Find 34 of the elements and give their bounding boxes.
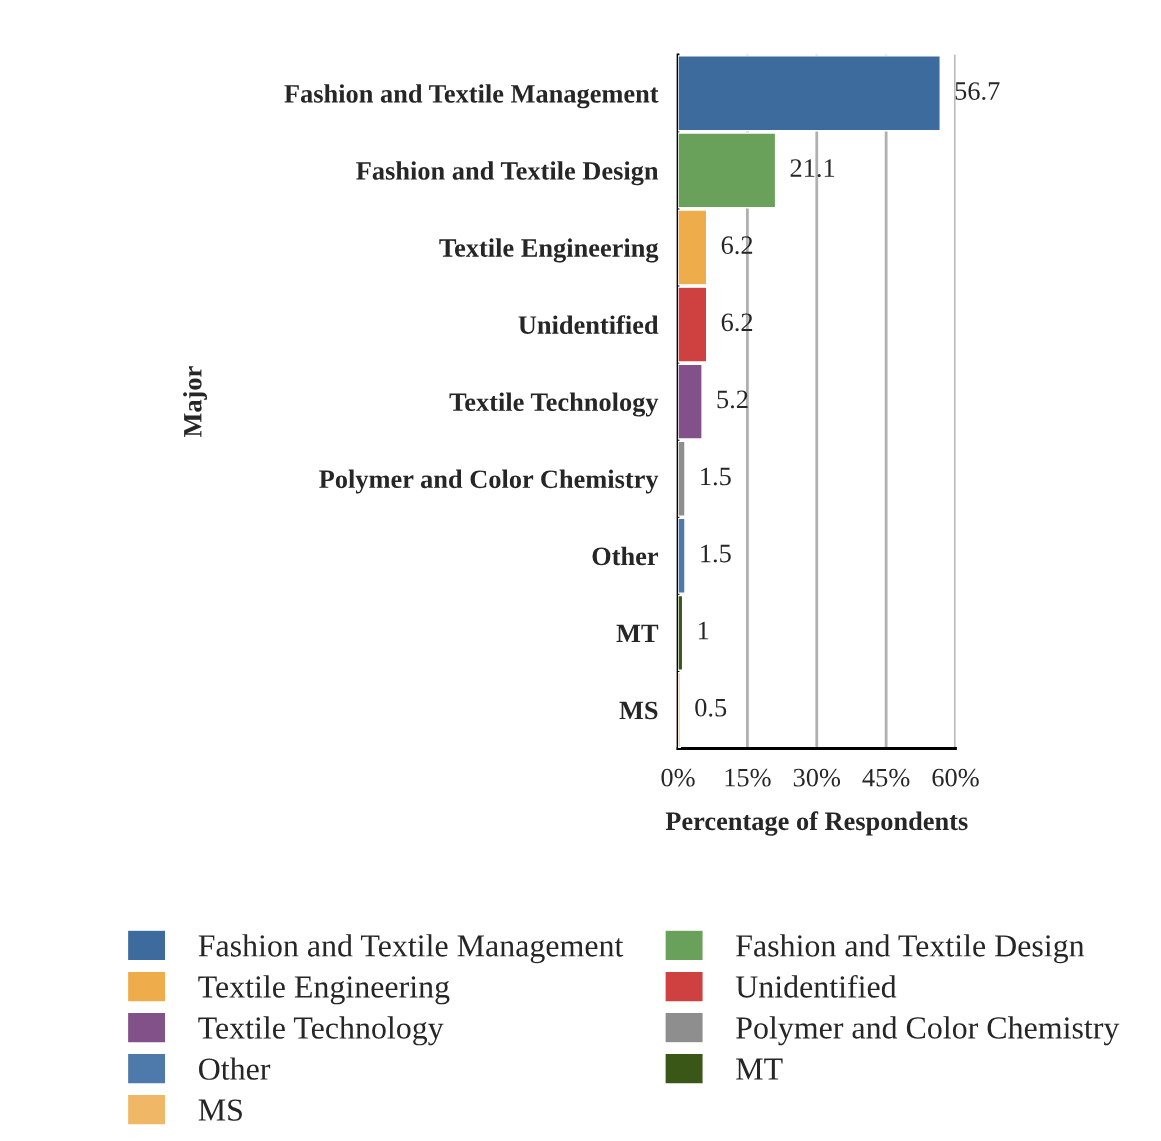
x-tick-label: 45% (862, 768, 910, 787)
y-tick-label: MS (619, 701, 658, 720)
y-tick-label: Textile Engineering (439, 238, 659, 263)
data-label: 5.2 (717, 390, 748, 409)
legend-label: Fashion and Textile Design (736, 934, 1085, 964)
legend-label: Polymer and Color Chemistry (736, 1016, 1120, 1046)
y-tick-label: MT (616, 624, 659, 643)
legend-label: Other (199, 1057, 271, 1080)
data-label: 21.1 (790, 159, 835, 178)
data-label: 1 (698, 621, 709, 640)
y-axis-title: Major (183, 366, 208, 438)
legend-label: Textile Engineering (198, 975, 450, 1005)
legend-label: Fashion and Textile Management (198, 934, 624, 964)
x-tick-label: 15% (725, 768, 771, 787)
y-tick-label: Polymer and Color Chemistry (319, 469, 659, 494)
y-tick-label: Fashion and Textile Management (284, 84, 659, 109)
x-tick-label: 60% (932, 768, 979, 787)
legend-label: MS (198, 1099, 242, 1121)
legend-label: Unidentified (735, 974, 897, 998)
data-label: 6.2 (721, 236, 753, 255)
data-label: 1.5 (701, 467, 731, 486)
y-tick-label: Fashion and Textile Design (356, 161, 659, 186)
legend-label: Textile Technology (198, 1016, 444, 1046)
data-label: 1.5 (701, 544, 731, 563)
y-tick-label: Unidentified (518, 315, 659, 334)
legend-label: MT (736, 1058, 783, 1080)
y-tick-label: Other (592, 546, 659, 566)
x-tick-label: 30% (793, 768, 841, 787)
x-tick-label: 0% (661, 768, 695, 787)
y-tick-label: Textile Technology (449, 392, 659, 417)
data-label: 56.7 (955, 82, 1000, 101)
data-label: 0.5 (695, 698, 727, 717)
data-label: 6.2 (721, 313, 753, 332)
x-axis-title: Percentage of Respondents (665, 811, 968, 836)
